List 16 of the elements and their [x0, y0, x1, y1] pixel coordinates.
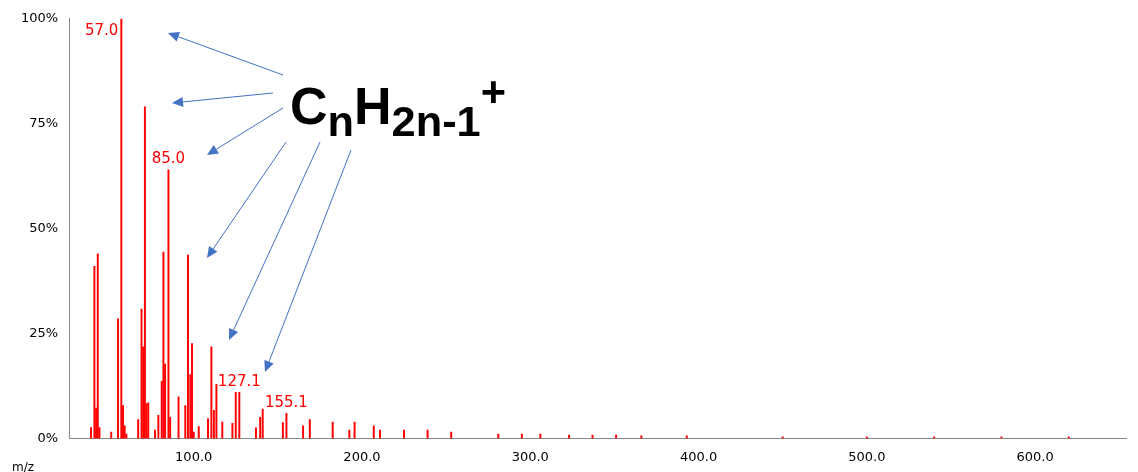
annotation: 57.0 [84, 21, 119, 40]
annotation: 155.1 [264, 392, 308, 411]
y-tick-label: 25% [29, 324, 59, 340]
x-tick-label: 300.0 [511, 448, 549, 464]
x-tick-label: 100.0 [175, 448, 213, 464]
annotation: 85.0 [151, 149, 186, 168]
x-tick-label: 200.0 [343, 448, 381, 464]
x-tick-label: 500.0 [848, 448, 886, 464]
x-tick-label: 400.0 [679, 448, 718, 464]
y-tick-label: 100% [20, 10, 59, 26]
x-tick-label: 600.0 [1016, 448, 1054, 464]
y-tick-label: 50% [29, 219, 59, 235]
y-tick-label: 0% [37, 429, 59, 445]
x-axis-title: m/z [12, 460, 35, 472]
annotation: 127.1 [217, 371, 261, 390]
y-tick-label: 75% [29, 115, 59, 131]
